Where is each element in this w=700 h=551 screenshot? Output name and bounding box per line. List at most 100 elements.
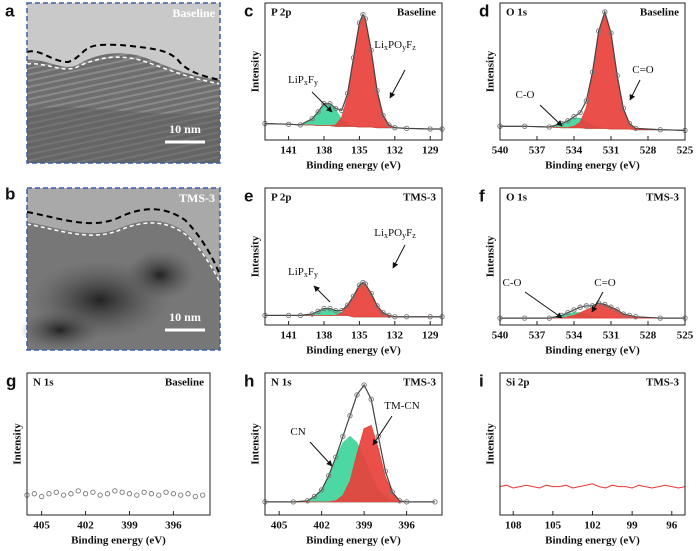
x-tick-label: 96 [666,520,678,532]
data-point [347,412,353,419]
data-point [290,499,296,505]
tem-image-b: 10 nm TMS-3 b [5,184,221,351]
x-tick-label: 528 [640,330,657,342]
data-point [134,492,140,498]
data-point [350,55,357,61]
data-point [350,293,357,299]
plot-frame [264,187,443,326]
y-axis-label: Intensity [250,423,262,465]
data-point [297,122,304,128]
data-point [626,312,633,319]
panel-letter: e [244,186,253,205]
annotation: LiPxFy [288,74,318,87]
data-point [571,114,577,120]
data-point [285,121,292,127]
annotation-text: F [308,266,314,278]
arrow [392,244,406,269]
annotation-text: TM-CN [384,400,420,412]
data-point [344,302,351,308]
panel-title: P 2p [271,7,291,19]
data-point [304,498,311,504]
x-tick-label: 399 [121,520,138,532]
data-point [396,498,403,504]
data-point [90,489,96,495]
data-point [163,489,169,495]
data-point [192,493,199,500]
data-point [156,492,162,498]
data-point [608,304,614,310]
y-axis-label: Intensity [12,423,24,465]
data-point [368,290,374,297]
data-point [339,307,345,314]
annotation: CN [290,426,305,438]
data-point [327,101,333,107]
data-point [602,301,608,308]
data-point [148,491,155,497]
data-point [333,454,339,460]
data-line [499,483,686,489]
x-tick-label: 537 [529,145,546,157]
panel-letter: b [5,184,15,203]
data-point [68,491,74,497]
y-axis-label: Intensity [485,423,497,465]
data-point [311,493,318,500]
data-point [326,473,332,479]
data-point [620,311,626,317]
plot-frame [264,372,443,516]
scale-bar-label: 10 nm [169,122,201,136]
x-tick-label: 528 [640,145,657,157]
data-point [126,491,133,497]
data-point [327,305,333,312]
x-tick-label: 105 [545,520,562,532]
x-tick-label: 108 [505,520,522,532]
annotation-text: C-O [516,89,535,101]
panel-title: N 1s [271,377,292,389]
data-point [60,492,67,498]
panel-title: O 1s [506,7,528,19]
annotation-text: C=O [594,277,616,289]
data-point [602,9,608,15]
data-point [119,489,125,495]
panel-title: O 1s [506,192,528,204]
data-point [285,312,292,319]
x-tick-label: 132 [387,330,404,342]
data-point [522,123,528,129]
sample-label: TMS-3 [403,377,437,389]
data-point [315,109,321,115]
y-axis-label: Intensity [250,235,262,277]
data-point [318,487,325,493]
panel-letter: c [244,1,253,20]
panel-letter: g [6,371,16,390]
data-point [657,315,663,321]
data-point [403,499,410,505]
plot-frame [264,2,443,141]
data-point [321,305,327,312]
x-tick-label: 102 [584,520,601,532]
arrow [372,415,393,446]
image-label: Baseline [172,6,215,20]
data-point [97,492,103,498]
data-point [344,90,351,97]
data-point [339,107,345,114]
plot-frame [26,372,211,516]
annotation-text: Li [374,39,384,51]
annotation: LixPOyFz [374,227,416,240]
data-point [297,312,304,319]
annotation-text: C=O [632,64,654,76]
image-label: TMS-3 [179,191,215,205]
component-area [265,424,435,503]
data-point [577,109,583,116]
annotation-subscript: z [412,43,416,52]
annotation: TM-CN [384,400,420,412]
x-tick-label: 99 [627,520,639,532]
sample-label: TMS-3 [403,192,437,204]
data-point [178,492,184,498]
x-tick-label: 141 [280,145,297,157]
data-point [141,489,147,495]
x-tick-label: 525 [677,145,694,157]
tem-image-a: 10 nm Baseline a [5,1,221,164]
data-point [112,488,118,494]
arrow [311,91,333,113]
sample-label: TMS-3 [646,192,680,204]
